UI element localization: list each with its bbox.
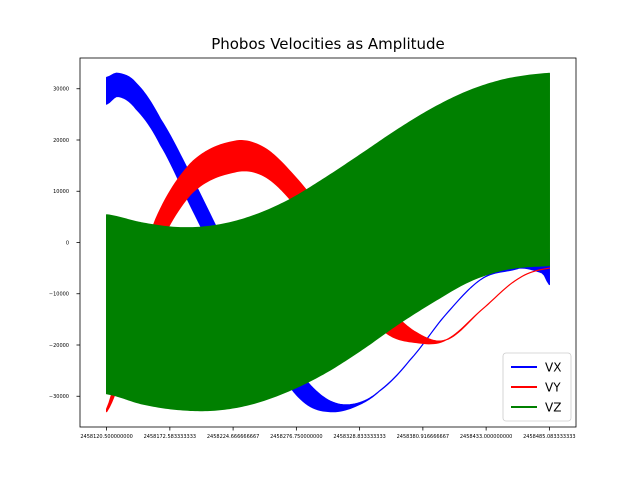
series-band-vz — [106, 72, 550, 412]
x-tick-label: 2458172.583333333 — [144, 434, 197, 440]
legend: VX VY VZ — [502, 352, 572, 422]
y-axis-ticks: 30000 20000 10000 0 −10000 −20000 −30000 — [49, 87, 80, 400]
plot-area — [106, 72, 550, 413]
y-tick-label: −10000 — [49, 292, 69, 298]
y-tick-label: 0 — [66, 240, 69, 246]
series-band-vy — [106, 140, 550, 413]
legend-label-vz: VZ — [545, 401, 561, 415]
chart-title: Phobos Velocities as Amplitude — [211, 35, 445, 53]
x-tick-label: 2458224.666666667 — [207, 434, 260, 440]
x-tick-label: 2458328.833333333 — [333, 434, 386, 440]
y-tick-label: −30000 — [49, 394, 69, 400]
legend-label-vy: VY — [545, 381, 561, 395]
x-tick-label: 2458380.916666667 — [397, 434, 450, 440]
x-tick-label: 2458276.750000000 — [270, 434, 323, 440]
x-tick-label: 2458433.000000000 — [460, 434, 513, 440]
x-axis-ticks: 2458120.500000000 2458172.583333333 245822… — [80, 427, 576, 440]
y-tick-label: 10000 — [53, 189, 69, 195]
y-tick-label: −20000 — [49, 343, 69, 349]
x-tick-label: 2458485.083333333 — [523, 434, 576, 440]
y-tick-label: 30000 — [53, 87, 69, 93]
legend-label-vx: VX — [545, 361, 561, 375]
y-tick-label: 20000 — [53, 138, 69, 144]
x-tick-label: 2458120.500000000 — [80, 434, 133, 440]
